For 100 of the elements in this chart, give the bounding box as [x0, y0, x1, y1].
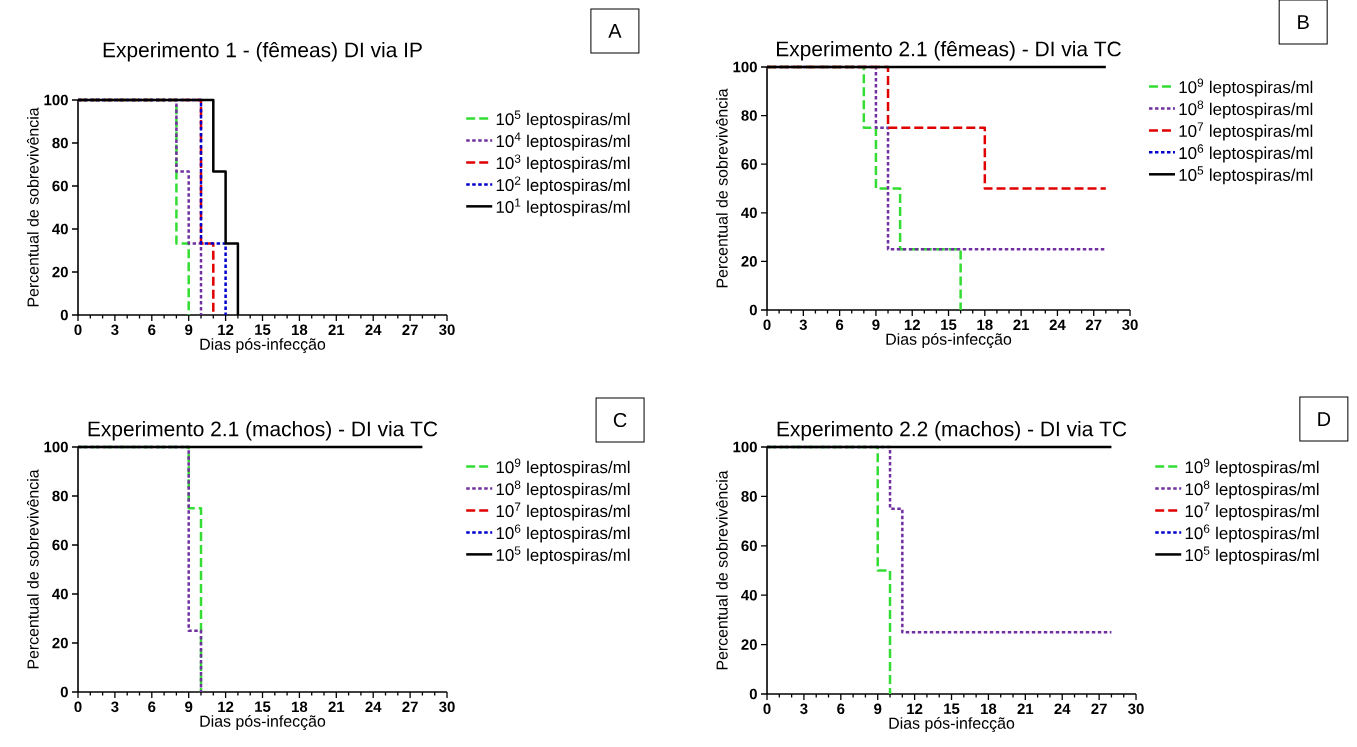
y-tick-label: 40 [741, 207, 757, 219]
legend-label: 10$^{7}$ leptospiras/ml [1179, 122, 1313, 141]
x-tick-label: 9 [185, 324, 193, 336]
x-tick-label: 21 [1017, 703, 1034, 714]
y-axis-title: Percentual de sobrevivência [26, 469, 39, 669]
y-tick-label: 100 [44, 94, 68, 106]
legend-label: 10$^{9}$ leptospiras/ml [1185, 458, 1319, 477]
y-tick-label: 0 [749, 304, 757, 316]
x-tick-label: 9 [872, 319, 880, 331]
x-tick-label: 21 [328, 701, 345, 712]
legend-label: 10$^{5}$ leptospiras/ml [496, 546, 630, 565]
x-tick-label: 12 [904, 319, 920, 330]
legend-label: 10$^{5}$ leptospiras/ml [1179, 166, 1313, 185]
text: C [613, 413, 627, 428]
x-tick-label: 6 [836, 319, 844, 331]
x-tick-label: 3 [111, 701, 119, 713]
y-tick-label: 80 [52, 137, 68, 149]
x-tick-label: 24 [365, 701, 382, 712]
text: A [608, 24, 622, 38]
legend-label: 10$^{6}$ leptospiras/ml [496, 524, 630, 543]
x-tick-label: 30 [1122, 319, 1138, 331]
x-tick-label: 30 [1128, 703, 1144, 715]
x-axis-title: Dias pós-infecção [200, 714, 326, 731]
x-tick-label: 18 [977, 319, 993, 331]
x-tick-label: 9 [874, 703, 882, 715]
text: B [1298, 15, 1309, 29]
x-tick-label: 0 [763, 319, 771, 331]
x-tick-label: 15 [255, 701, 271, 712]
x-tick-label: 15 [941, 319, 957, 330]
y-tick-label: 100 [733, 61, 757, 73]
x-tick-label: 12 [218, 324, 234, 335]
y-tick-label: 60 [741, 158, 757, 170]
y-tick-label: 60 [52, 180, 68, 192]
y-tick-label: 40 [52, 223, 68, 235]
y-tick-label: 80 [741, 491, 757, 502]
x-tick-label: 27 [402, 701, 418, 712]
legend-label: 10$^{3}$ leptospiras/ml [496, 154, 630, 173]
x-tick-label: 21 [1013, 319, 1030, 330]
x-tick-label: 0 [74, 324, 82, 336]
y-tick-label: 20 [741, 639, 757, 650]
y-tick-label: 0 [60, 309, 68, 321]
y-tick-label: 0 [749, 688, 757, 700]
x-axis-title: Dias pós-infecção [886, 332, 1012, 349]
y-tick-label: 80 [741, 110, 757, 121]
y-tick-label: 100 [44, 441, 68, 453]
x-tick-label: 12 [907, 703, 923, 714]
y-tick-label: 0 [60, 686, 68, 698]
x-tick-label: 12 [218, 701, 234, 712]
legend-label: 10$^{5}$ leptospiras/ml [1185, 546, 1319, 565]
y-tick-label: 20 [52, 637, 68, 649]
x-tick-label: 30 [439, 701, 455, 713]
x-tick-label: 27 [1085, 319, 1102, 330]
y-tick-label: 60 [741, 540, 757, 552]
legend-label: 10$^{6}$ leptospiras/ml [1185, 524, 1319, 543]
x-tick-label: 15 [944, 703, 960, 714]
x-tick-label: 6 [148, 324, 156, 336]
chart-title: Experimento 2.2 (machos) - DI via TC [777, 421, 1127, 441]
chart-title: Experimento 2.1 (machos) - DI via TC [88, 421, 438, 441]
legend-label: 10$^{1}$ leptospiras/ml [496, 198, 630, 217]
x-tick-label: 6 [837, 703, 845, 715]
y-axis-title: Percentual de sobrevivência [715, 470, 728, 670]
x-tick-label: 3 [800, 703, 808, 715]
y-axis-title: Percentual de sobrevivência [715, 88, 728, 288]
x-tick-label: 27 [402, 324, 418, 335]
y-tick-label: 40 [741, 589, 757, 601]
x-tick-label: 0 [763, 703, 771, 715]
y-axis-title: Percentual de sobrevivência [26, 107, 39, 307]
x-tick-label: 30 [439, 324, 455, 336]
legend-label: 10$^{9}$ leptospiras/ml [496, 458, 630, 477]
x-tick-label: 24 [1054, 703, 1071, 714]
x-tick-label: 21 [328, 324, 345, 335]
y-tick-label: 80 [52, 490, 68, 502]
x-tick-label: 24 [1049, 319, 1066, 330]
y-tick-label: 20 [52, 266, 68, 278]
x-tick-label: 6 [148, 701, 156, 713]
x-axis-title: Dias pós-infecção [200, 337, 326, 354]
chart-title: Experimento 1 - (fêmeas) DI via IP [103, 41, 422, 62]
text: D [1318, 412, 1331, 426]
chart-title: Experimento 2.1 (fêmeas) - DI via TC [777, 40, 1121, 61]
y-tick-label: 40 [52, 588, 68, 600]
y-tick-label: 60 [52, 539, 68, 551]
y-tick-label: 100 [733, 441, 757, 453]
x-tick-label: 9 [185, 701, 193, 713]
legend-label: 10$^{7}$ leptospiras/ml [496, 502, 630, 521]
legend-label: 10$^{2}$ leptospiras/ml [496, 176, 630, 195]
legend-label: 10$^{8}$ leptospiras/ml [1185, 480, 1319, 499]
x-tick-label: 18 [981, 703, 997, 715]
legend-label: 10$^{7}$ leptospiras/ml [1185, 502, 1319, 521]
x-tick-label: 3 [799, 319, 807, 331]
legend-label: 10$^{6}$ leptospiras/ml [1179, 144, 1313, 163]
legend-label: 10$^{8}$ leptospiras/ml [1179, 100, 1313, 119]
x-tick-label: 18 [292, 324, 308, 336]
legend-label: 10$^{5}$ leptospiras/ml [496, 110, 630, 129]
legend-label: 10$^{9}$ leptospiras/ml [1179, 78, 1313, 97]
x-tick-label: 3 [111, 324, 119, 336]
x-tick-label: 15 [255, 324, 271, 335]
x-tick-label: 27 [1091, 703, 1107, 714]
x-tick-label: 24 [365, 324, 382, 335]
legend-label: 10$^{8}$ leptospiras/ml [496, 480, 630, 499]
x-tick-label: 0 [74, 701, 82, 713]
